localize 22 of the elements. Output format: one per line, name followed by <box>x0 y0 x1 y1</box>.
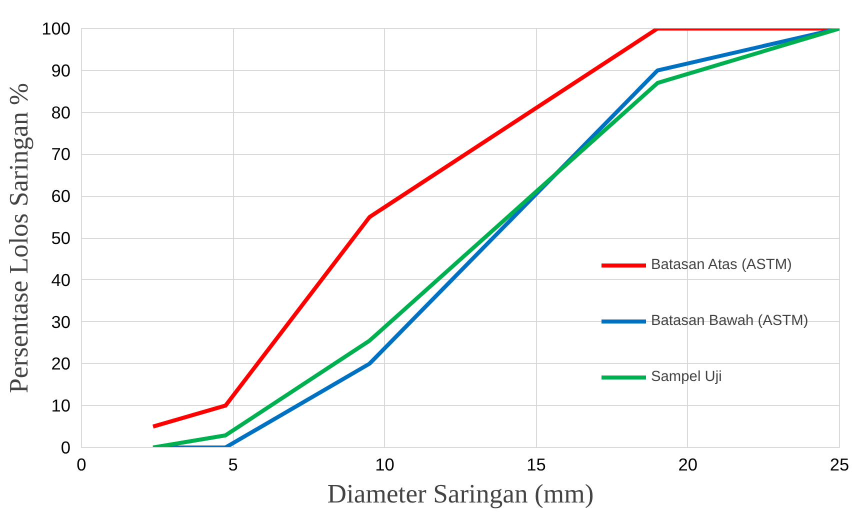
legend-label: Batasan Bawah (ASTM) <box>651 313 808 329</box>
legend-label: Batasan Atas (ASTM) <box>651 257 792 273</box>
y-tick-label: 30 <box>51 312 71 332</box>
y-tick-label: 60 <box>51 186 71 206</box>
y-tick-label: 70 <box>51 144 71 164</box>
y-tick-label: 10 <box>51 396 71 416</box>
y-tick-label: 50 <box>51 228 71 248</box>
x-tick-label: 20 <box>678 454 698 474</box>
y-tick-label: 20 <box>51 354 71 374</box>
y-tick-label: 100 <box>42 18 71 38</box>
y-axis-title: Persentase Lolos Saringan % <box>4 82 34 394</box>
x-tick-label: 10 <box>375 454 394 474</box>
y-tick-label: 0 <box>60 438 71 458</box>
y-tick-label: 90 <box>51 60 71 80</box>
legend-label: Sampel Uji <box>651 369 722 385</box>
x-tick-label: 15 <box>526 454 546 474</box>
x-tick-label: 0 <box>76 454 86 474</box>
x-axis-title: Diameter Saringan (mm) <box>327 478 594 508</box>
y-tick-label: 40 <box>51 270 71 290</box>
x-tick-label: 5 <box>228 454 238 474</box>
x-tick-label: 25 <box>830 454 850 474</box>
y-tick-label: 80 <box>51 102 71 122</box>
